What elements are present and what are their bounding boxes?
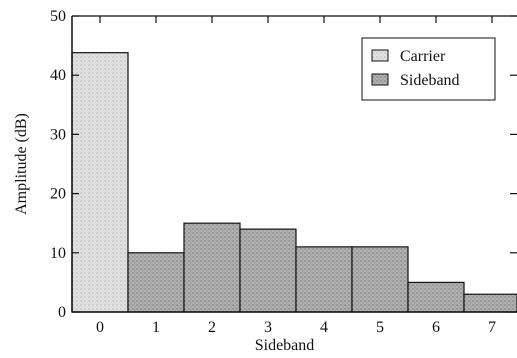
y-tick-label-0: 0 [58,304,66,321]
x-tick-label-2: 2 [208,319,216,336]
x-tick-label-3: 3 [264,319,272,336]
x-tick-label-5: 5 [376,319,384,336]
x-tick-label-1: 1 [152,319,160,336]
bar-sideband-5 [351,246,409,313]
x-tick-label-6: 6 [432,319,440,336]
x-tick-label-4: 4 [320,319,328,336]
x-tick-label-7: 7 [488,319,496,336]
bar-carrier-0 [71,52,129,313]
legend: Carrier Sideband [361,37,496,101]
x-axis-title: Sideband [255,337,315,354]
bar-sideband-4 [295,246,353,313]
legend-swatch-carrier [371,49,389,62]
bar-sideband-7 [463,293,517,313]
bar-sideband-6 [407,281,465,313]
x-tick-label-0: 0 [96,319,104,336]
legend-label-carrier: Carrier [400,48,446,65]
y-tick-label-10: 10 [50,245,66,262]
legend-swatch-sideband [371,73,389,86]
y-tick-label-40: 40 [50,67,66,84]
y-tick-label-50: 50 [50,8,66,25]
bar-sideband-1 [127,252,185,313]
axes-group: 0 10 20 30 40 50 0 1 2 3 4 5 6 7 [50,8,517,336]
bar-sideband-2 [183,222,241,313]
y-tick-label-20: 20 [50,186,66,203]
legend-label-sideband: Sideband [400,72,460,89]
y-axis-title: Amplitude (dB) [13,113,30,215]
y-tick-label-30: 30 [50,126,66,143]
bars-group [71,52,517,313]
legend-box [361,37,496,101]
bar-sideband-3 [239,228,297,313]
